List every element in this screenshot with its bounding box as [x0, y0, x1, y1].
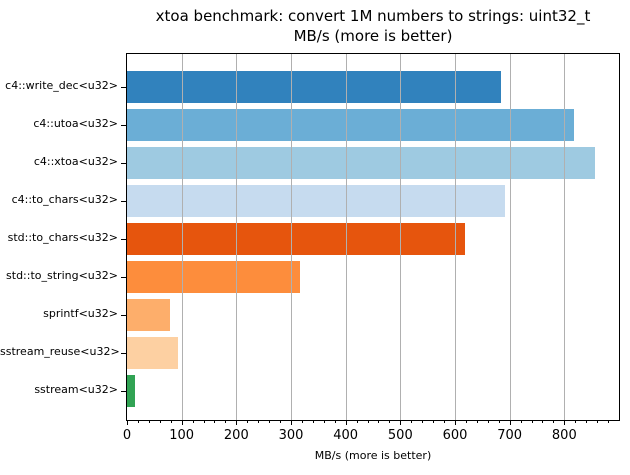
x-minor-tick-780	[553, 421, 555, 423]
x-tick-label: 300	[278, 428, 304, 443]
x-minor-tick-20	[137, 421, 139, 423]
x-major-tick-100	[181, 421, 183, 425]
x-major-tick-300	[291, 421, 292, 425]
y-tick-mark	[121, 200, 126, 202]
y-tick-mark	[121, 238, 126, 240]
bar-c4::xtoa<u32>	[127, 147, 596, 179]
x-minor-tick-60	[159, 421, 161, 423]
x-minor-tick-420	[356, 421, 358, 423]
plot-area	[126, 53, 620, 421]
x-minor-tick-440	[367, 421, 369, 423]
x-minor-tick-840	[586, 421, 588, 423]
x-major-tick-800	[564, 421, 566, 425]
x-minor-tick-520	[411, 421, 413, 423]
x-minor-tick-580	[444, 421, 446, 423]
x-tick-label: 200	[223, 428, 249, 443]
x-major-tick-600	[455, 421, 456, 425]
x-major-tick-500	[400, 421, 402, 425]
x-tick-label: 400	[333, 428, 359, 443]
x-minor-tick-240	[258, 421, 260, 423]
gridline-x-100	[181, 54, 183, 420]
bar-sprintf<u32>	[127, 299, 170, 331]
y-tick-mark	[121, 86, 126, 88]
x-axis-label: MB/s (more is better)	[314, 449, 432, 462]
x-minor-tick-280	[280, 421, 282, 423]
bar-c4::utoa<u32>	[127, 109, 575, 141]
gridline-x-800	[564, 54, 566, 420]
chart-title: xtoa benchmark: convert 1M numbers to st…	[126, 6, 620, 46]
y-tick-mark	[121, 390, 126, 392]
x-tick-label: 700	[497, 428, 523, 443]
x-minor-tick-640	[476, 421, 478, 423]
y-tick-label: std::to_string<u32>	[6, 269, 118, 282]
gridline-x-300	[291, 54, 292, 420]
gridline-x-600	[455, 54, 456, 420]
x-minor-tick-260	[269, 421, 271, 423]
x-tick-label: 500	[387, 428, 413, 443]
x-minor-tick-220	[247, 421, 249, 423]
y-tick-label: sprintf<u32>	[43, 307, 118, 320]
x-tick-label: 0	[122, 428, 132, 443]
y-tick-mark	[121, 124, 126, 126]
gridline-x-200	[236, 54, 238, 420]
x-minor-tick-540	[422, 421, 424, 423]
x-minor-tick-820	[575, 421, 577, 423]
x-major-tick-700	[509, 421, 511, 425]
y-tick-label: c4::to_chars<u32>	[11, 193, 118, 206]
x-minor-tick-620	[465, 421, 467, 423]
y-tick-mark	[121, 162, 126, 164]
x-minor-tick-120	[192, 421, 194, 423]
gridline-x-700	[509, 54, 511, 420]
y-tick-label: c4::utoa<u32>	[33, 117, 118, 130]
x-minor-tick-460	[378, 421, 380, 423]
x-minor-tick-140	[203, 421, 205, 423]
y-tick-label: c4::write_dec<u32>	[5, 79, 118, 92]
x-minor-tick-380	[334, 421, 336, 423]
x-minor-tick-160	[214, 421, 216, 423]
y-tick-mark	[121, 352, 126, 354]
x-minor-tick-660	[487, 421, 489, 423]
y-tick-label: c4::xtoa<u32>	[33, 155, 118, 168]
x-minor-tick-740	[531, 421, 533, 423]
y-tick-mark	[121, 314, 126, 316]
y-tick-label: sstream<u32>	[34, 383, 118, 396]
bar-c4::to_chars<u32>	[127, 185, 506, 217]
x-minor-tick-680	[498, 421, 500, 423]
x-minor-tick-320	[301, 421, 303, 423]
x-minor-tick-340	[312, 421, 314, 423]
y-tick-label: sstream_reuse<u32>	[0, 345, 120, 358]
x-major-tick-200	[236, 421, 238, 425]
chart-title-line-2: MB/s (more is better)	[293, 27, 453, 45]
x-major-tick-400	[345, 421, 347, 425]
x-major-tick-0	[127, 421, 128, 425]
x-tick-label: 800	[551, 428, 577, 443]
x-minor-tick-180	[225, 421, 227, 423]
x-minor-tick-360	[323, 421, 325, 423]
chart-title-line-1: xtoa benchmark: convert 1M numbers to st…	[155, 7, 591, 25]
x-minor-tick-880	[608, 421, 610, 423]
bar-std::to_string<u32>	[127, 261, 300, 293]
gridline-x-500	[400, 54, 402, 420]
x-tick-label: 600	[442, 428, 468, 443]
x-minor-tick-760	[542, 421, 544, 423]
x-minor-tick-560	[433, 421, 435, 423]
x-minor-tick-860	[597, 421, 599, 423]
bar-sstream_reuse<u32>	[127, 337, 178, 369]
gridline-x-400	[345, 54, 347, 420]
y-tick-mark	[121, 276, 126, 278]
x-minor-tick-80	[170, 421, 172, 423]
bar-std::to_chars<u32>	[127, 223, 466, 255]
x-minor-tick-480	[389, 421, 391, 423]
x-minor-tick-40	[148, 421, 150, 423]
x-minor-tick-720	[520, 421, 522, 423]
y-tick-label: std::to_chars<u32>	[7, 231, 118, 244]
bar-sstream<u32>	[127, 375, 136, 407]
bar-c4::write_dec<u32>	[127, 71, 502, 103]
x-tick-label: 100	[169, 428, 195, 443]
